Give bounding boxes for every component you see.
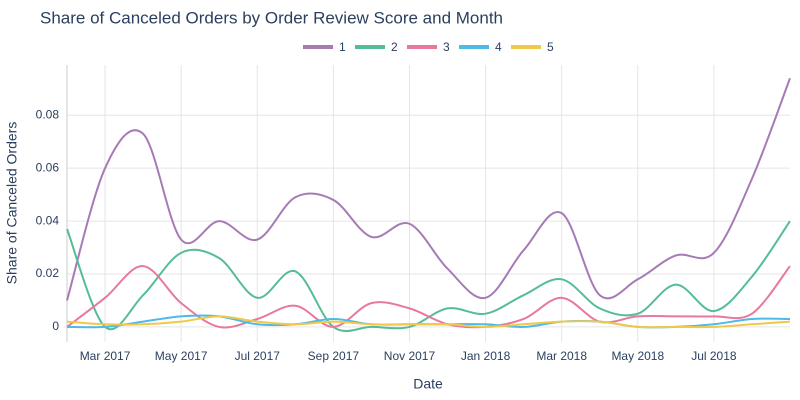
- y-tick-label: 0.04: [36, 213, 60, 227]
- legend-label: 2: [391, 40, 398, 54]
- x-tick-label: Mar 2017: [80, 349, 131, 363]
- y-tick-label: 0.08: [36, 107, 60, 121]
- series-line: [66, 77, 791, 301]
- legend-label: 3: [443, 40, 450, 54]
- x-tick-label: May 2017: [155, 349, 208, 363]
- x-axis-label: Date: [413, 376, 443, 392]
- legend-label: 4: [495, 40, 502, 54]
- series-line: [66, 265, 791, 329]
- chart-title: Share of Canceled Orders by Order Review…: [40, 8, 503, 27]
- x-tick-label: Jan 2018: [461, 349, 511, 363]
- y-axis-label: Share of Canceled Orders: [4, 122, 20, 285]
- x-tick-label: Nov 2017: [384, 349, 436, 363]
- series-line: [66, 220, 791, 332]
- y-tick-label: 0.02: [36, 266, 60, 280]
- legend-label: 1: [339, 40, 346, 54]
- x-tick-label: Sep 2017: [308, 349, 360, 363]
- x-tick-label: Jul 2017: [235, 349, 281, 363]
- legend-label: 5: [547, 40, 554, 54]
- series-line: [66, 315, 791, 329]
- x-tick-label: Jul 2018: [691, 349, 737, 363]
- x-tick-label: Mar 2018: [536, 349, 587, 363]
- y-tick-label: 0.06: [36, 160, 60, 174]
- y-tick-label: 0: [52, 319, 59, 333]
- x-tick-label: May 2018: [611, 349, 664, 363]
